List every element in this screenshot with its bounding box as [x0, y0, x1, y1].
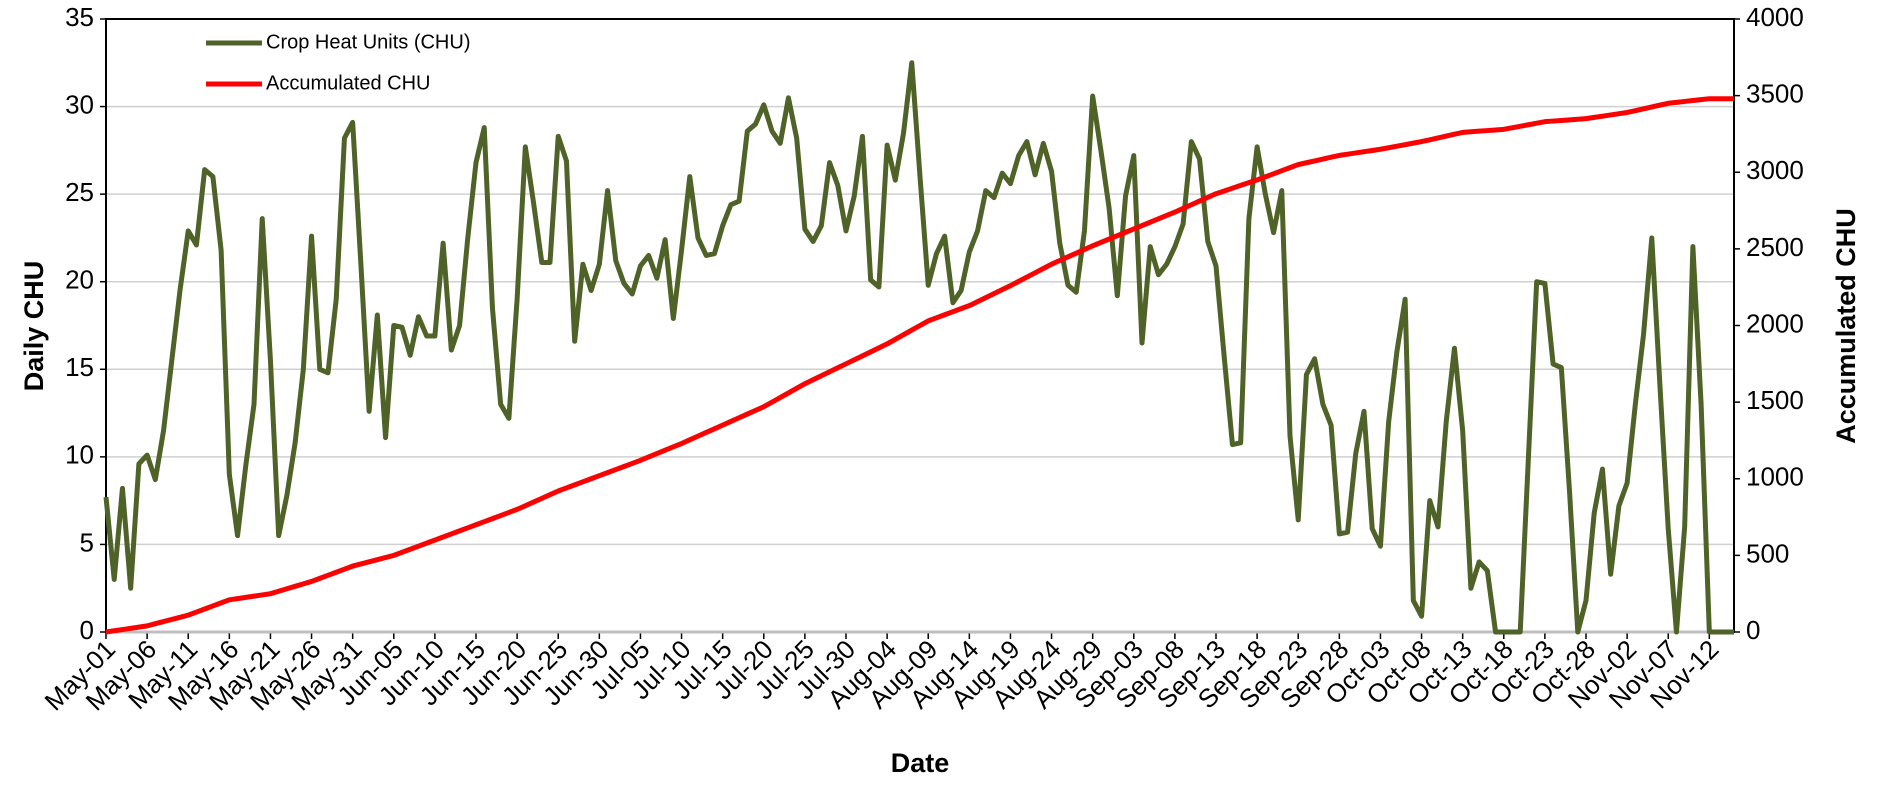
y-tick-label: 0 — [80, 615, 94, 645]
y2-tick-label: 3000 — [1746, 155, 1804, 185]
y2-axis-title: Accumulated CHU — [1831, 208, 1861, 444]
y-axis-title: Daily CHU — [19, 261, 49, 392]
legend-label: Accumulated CHU — [266, 72, 431, 94]
legend-label: Crop Heat Units (CHU) — [266, 31, 470, 53]
series-line — [103, 60, 1734, 635]
y-tick-label: 15 — [65, 352, 94, 382]
y2-tick-label: 3500 — [1746, 79, 1804, 109]
y2-tick-label: 500 — [1746, 538, 1789, 568]
y2-tick-label: 2000 — [1746, 308, 1804, 338]
y-tick-label: 25 — [65, 177, 94, 207]
y2-tick-label: 0 — [1746, 615, 1760, 645]
y2-tick-label: 4000 — [1746, 2, 1804, 32]
y2-tick-label: 2500 — [1746, 232, 1804, 262]
y-tick-label: 35 — [65, 2, 94, 32]
y-tick-label: 30 — [65, 89, 94, 119]
x-axis-title: Date — [891, 748, 950, 778]
y-tick-label: 20 — [65, 265, 94, 295]
y-tick-label: 5 — [80, 527, 94, 557]
y-tick-label: 10 — [65, 440, 94, 470]
series-line — [105, 96, 1734, 635]
y2-tick-label: 1000 — [1746, 462, 1804, 492]
y2-tick-label: 1500 — [1746, 385, 1804, 415]
